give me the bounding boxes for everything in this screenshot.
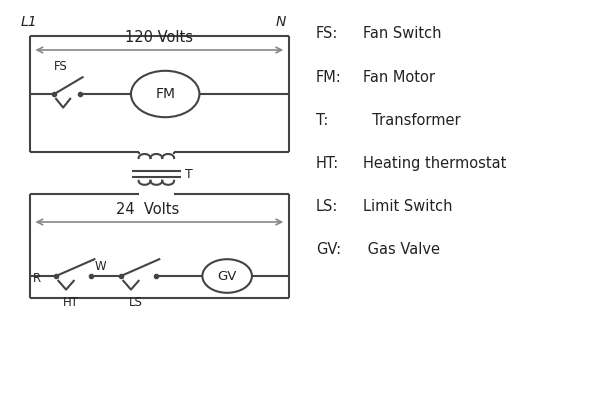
Text: Gas Valve: Gas Valve: [363, 242, 440, 258]
Text: LS: LS: [129, 296, 143, 308]
Text: 24  Volts: 24 Volts: [116, 202, 179, 217]
Text: FM: FM: [155, 87, 175, 101]
Text: 120 Volts: 120 Volts: [125, 30, 194, 45]
Text: LS:: LS:: [316, 199, 338, 214]
Text: Fan Motor: Fan Motor: [363, 70, 435, 85]
Text: GV: GV: [218, 270, 237, 282]
Text: FS:: FS:: [316, 26, 338, 42]
Text: Heating thermostat: Heating thermostat: [363, 156, 506, 171]
Text: HT: HT: [63, 296, 79, 308]
Text: R: R: [33, 272, 41, 284]
Text: W: W: [95, 260, 107, 273]
Text: L1: L1: [21, 15, 37, 29]
Text: GV:: GV:: [316, 242, 341, 258]
Text: HT:: HT:: [316, 156, 339, 171]
Text: N: N: [276, 15, 287, 29]
Text: Transformer: Transformer: [363, 113, 460, 128]
Text: Fan Switch: Fan Switch: [363, 26, 441, 42]
Text: Limit Switch: Limit Switch: [363, 199, 453, 214]
Text: FS: FS: [54, 60, 68, 73]
Text: T:: T:: [316, 113, 328, 128]
Text: FM:: FM:: [316, 70, 342, 85]
Text: T: T: [185, 168, 192, 180]
